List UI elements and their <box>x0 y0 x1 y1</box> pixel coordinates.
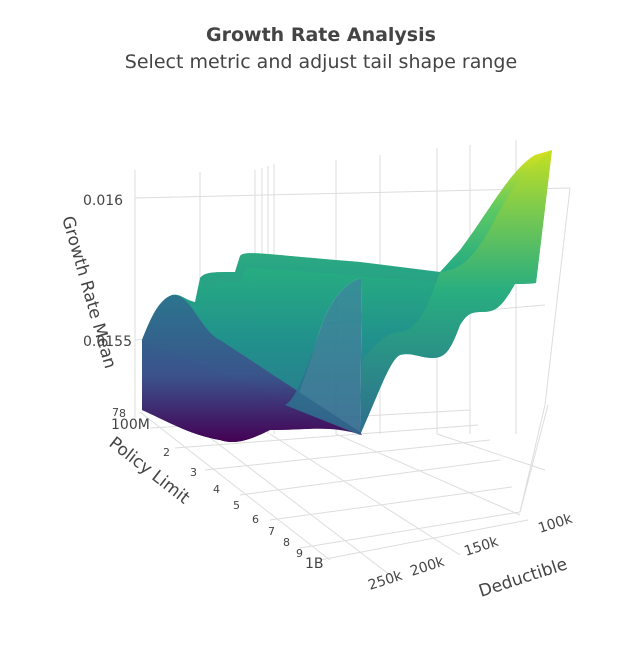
surface-ridge <box>200 253 440 290</box>
y-tick-8: 9 <box>296 547 303 560</box>
y-tick-2: 3 <box>190 466 197 479</box>
y-tick-3: 4 <box>213 483 220 496</box>
z-tick-1: 0.0155 <box>83 334 132 350</box>
y-minor-tick-1: 8 <box>119 407 126 420</box>
x-tick-1: 150k <box>462 534 501 560</box>
y-tick-9: 1B <box>305 556 324 572</box>
surface-plot <box>142 150 552 442</box>
z-tick-0: 0.016 <box>83 193 123 209</box>
y-axis-title: Policy Limit <box>105 433 194 508</box>
x-axis-title: Deductible <box>476 554 570 601</box>
y-tick-1: 2 <box>163 446 170 459</box>
y-tick-6: 7 <box>268 525 275 538</box>
x-tick-2: 200k <box>408 554 447 580</box>
y-tick-7: 8 <box>283 536 290 549</box>
y-tick-0: 100M <box>111 417 150 433</box>
y-tick-5: 6 <box>252 513 259 526</box>
x-tick-3: 250k <box>366 568 405 594</box>
y-minor-tick-0: 7 <box>112 406 119 419</box>
surface-right-face <box>360 150 552 435</box>
y-tick-4: 5 <box>233 499 240 512</box>
x-tick-0: 100k <box>536 511 575 537</box>
surface-cross-section <box>285 278 362 435</box>
chart-subtitle: Select metric and adjust tail shape rang… <box>125 51 517 73</box>
chart-title: Growth Rate Analysis <box>206 24 436 46</box>
